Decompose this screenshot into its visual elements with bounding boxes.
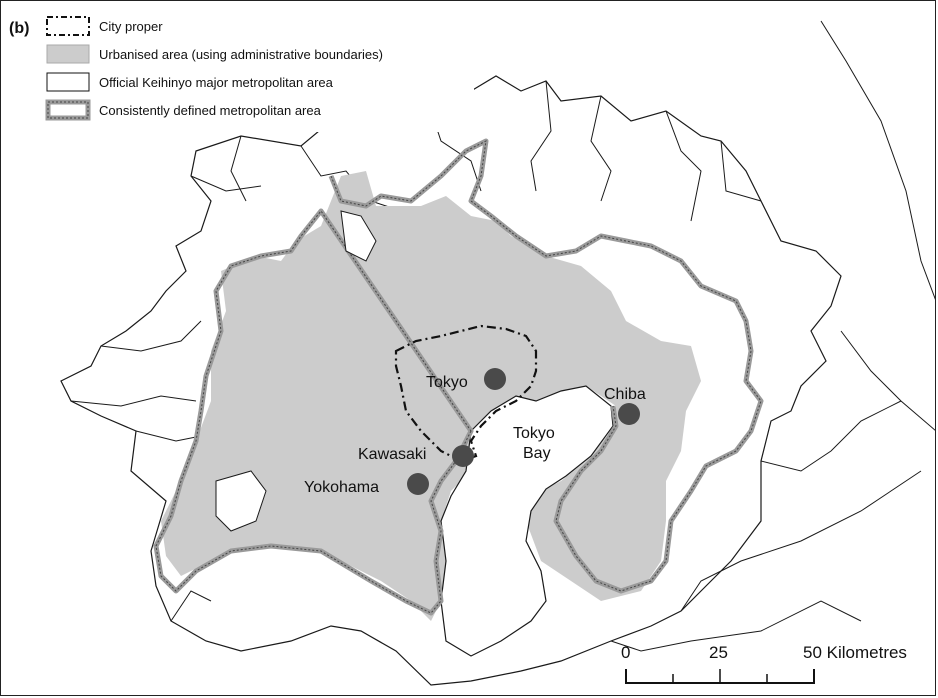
- consistent-metro-outline: [328, 138, 764, 594]
- legend-symbol-urbanised: [46, 44, 90, 64]
- legend-label-urbanised: Urbanised area (using administrative bou…: [99, 47, 383, 62]
- city-label-yokohama: Yokohama: [304, 479, 379, 496]
- legend-symbol-consistent-metro: [45, 99, 91, 121]
- legend-label-official-metro: Official Keihinyo major metropolitan are…: [99, 75, 334, 90]
- enclave-north: [340, 210, 377, 262]
- legend-label-consistent-metro: Consistently defined metropolitan area: [99, 103, 322, 118]
- tokyo-bay: [440, 385, 614, 657]
- scale-tick-50: 50 Kilometres: [803, 643, 907, 662]
- bay-label-line2: Bay: [523, 445, 551, 462]
- city-label-chiba: Chiba: [604, 386, 646, 403]
- panel-label: (b): [9, 20, 29, 37]
- bay-label-line1: Tokyo: [513, 425, 555, 442]
- city-label-kawasaki: Kawasaki: [358, 446, 426, 463]
- east-coast-lower: [840, 330, 935, 431]
- legend-label-city-proper: City proper: [99, 19, 163, 34]
- city-marker-tokyo[interactable]: [484, 368, 506, 390]
- legend-symbol-official-metro: [46, 72, 90, 92]
- enclave-west: [215, 470, 267, 532]
- city-marker-yokohama[interactable]: [407, 473, 429, 495]
- legend-symbol-city-proper: [46, 16, 90, 36]
- city-marker-kawasaki[interactable]: [452, 445, 474, 467]
- consistent-metro-inner-line-west: [155, 210, 472, 614]
- legend: (b) City proper Urbanised area (using ad…: [4, 4, 474, 132]
- scale-tick-0: 0: [621, 643, 630, 662]
- city-proper-outline: [394, 324, 538, 463]
- city-marker-chiba[interactable]: [618, 403, 640, 425]
- scale-tick-25: 25: [709, 643, 728, 662]
- city-label-tokyo: Tokyo: [426, 374, 468, 391]
- urbanised-area: [161, 171, 701, 621]
- municipal-boundaries: [70, 80, 922, 652]
- east-coastline: [820, 20, 935, 300]
- scale-bar: 0 25 50 Kilometres: [621, 643, 907, 684]
